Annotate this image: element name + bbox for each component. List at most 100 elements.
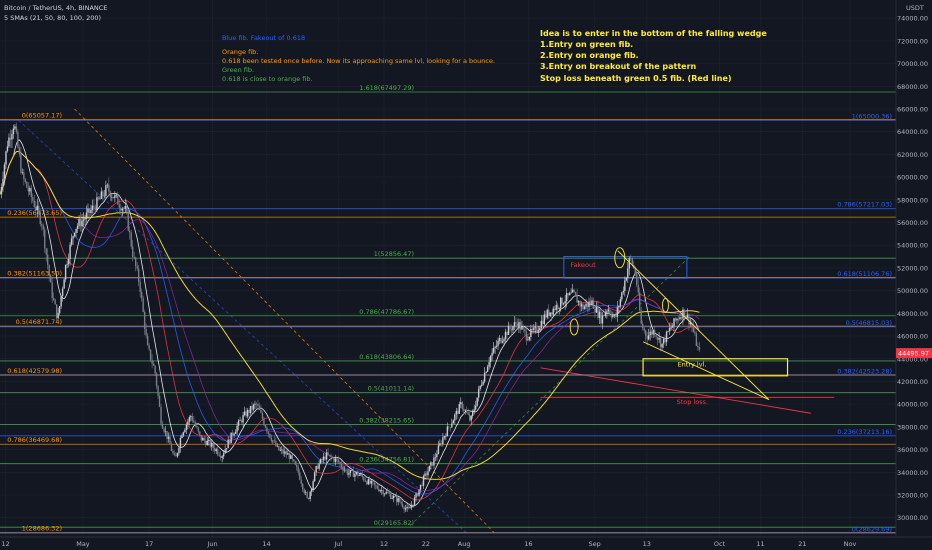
candle-body [685, 316, 687, 317]
y-tick-label: 32000.00 [897, 491, 928, 499]
candle-body [543, 314, 545, 325]
candle-body [206, 440, 208, 446]
candle-body [203, 438, 205, 441]
candle-body [52, 298, 55, 300]
candle-body [75, 228, 77, 233]
candle-body [616, 307, 619, 317]
candle-body [199, 431, 201, 435]
moving-average-line [0, 150, 700, 495]
candle-body [604, 312, 607, 317]
y-tick-label: 48000.00 [897, 310, 928, 318]
candle-body [188, 417, 191, 422]
fib-label: 0.618(51106.76) [837, 270, 892, 278]
candle-body [469, 414, 471, 421]
candle-body [373, 482, 375, 485]
candle-body [545, 314, 547, 318]
candle-body [237, 420, 240, 426]
candle-body [697, 345, 699, 347]
candle-body [381, 490, 383, 491]
candle-body [570, 292, 572, 294]
x-tick-label: 12 [1, 540, 9, 548]
candle-body [430, 462, 432, 466]
x-tick-label: Jul [333, 540, 342, 548]
candle-body [673, 318, 675, 326]
candle-body [568, 292, 571, 296]
candle-body [154, 365, 156, 374]
candle-body [266, 427, 268, 432]
candle-body [263, 418, 265, 425]
y-tick-label: 66000.00 [897, 105, 928, 113]
candle-body [97, 197, 100, 200]
fib-label: 1(52856.47) [374, 250, 414, 258]
candle-body [145, 328, 147, 336]
candle-body [6, 146, 9, 152]
candle-body [594, 308, 596, 313]
candle-body [486, 366, 489, 372]
candle-body [18, 147, 21, 155]
candle-body [5, 151, 7, 165]
candle-body [606, 311, 608, 313]
candle-body [513, 322, 516, 327]
candle-body [515, 322, 517, 324]
candle-body [483, 372, 486, 382]
candle-body [592, 300, 595, 309]
y-tick-label: 34000.00 [897, 469, 928, 477]
candle-body [392, 495, 395, 499]
candle-body [489, 356, 492, 363]
candle-body [318, 463, 320, 469]
note-orange-fib-title: Orange fib. [222, 48, 258, 56]
candle-body [221, 456, 223, 458]
candle-body [193, 420, 195, 423]
candle-body [108, 184, 110, 192]
candle-body [630, 257, 632, 259]
candle-body [454, 414, 456, 421]
candle-body [579, 301, 581, 307]
candle-body [236, 425, 238, 432]
candle-body [655, 335, 657, 338]
candle-body [512, 326, 514, 331]
candle-body [661, 343, 663, 348]
note-green-fib-text: 0.618 is close to orange fib. [222, 75, 313, 83]
candle-body [367, 479, 370, 485]
candle-body [57, 313, 59, 319]
candle-body [88, 208, 91, 213]
candle-body [200, 434, 203, 441]
fib-label: 0.5(46871.74) [16, 318, 62, 326]
candle-body [297, 467, 299, 473]
candle-body [542, 320, 544, 325]
candle-body [290, 455, 292, 459]
candle-body [364, 480, 367, 482]
candle-body [598, 311, 601, 318]
candle-body [574, 292, 577, 295]
candle-body [272, 440, 274, 442]
candle-body [583, 306, 586, 310]
candle-body [537, 330, 540, 332]
candle-body [351, 469, 353, 471]
candle-body [497, 340, 499, 346]
y-tick-label: 44000.00 [897, 355, 928, 363]
candle-body [385, 491, 387, 494]
candle-body [246, 409, 249, 417]
candle-body [646, 335, 648, 340]
candle-body [163, 428, 165, 432]
fib-label: 0.382(42523.28) [837, 368, 892, 376]
candle-body [473, 409, 475, 412]
candle-body [421, 484, 423, 486]
candle-body [12, 128, 15, 135]
candle-body [369, 479, 371, 484]
candle-body [339, 462, 341, 464]
candle-body [650, 331, 653, 335]
candle-body [562, 303, 565, 305]
candle-body [233, 433, 235, 436]
candle-body [287, 453, 289, 455]
candle-body [140, 291, 143, 299]
candle-body [549, 312, 551, 317]
candle-body [457, 410, 459, 414]
candle-body [582, 304, 584, 310]
candle-body [242, 415, 244, 423]
fib-label: 0.618(43806.64) [359, 353, 414, 361]
candle-body [467, 412, 469, 415]
candle-body [498, 338, 501, 341]
candle-body [506, 331, 508, 335]
